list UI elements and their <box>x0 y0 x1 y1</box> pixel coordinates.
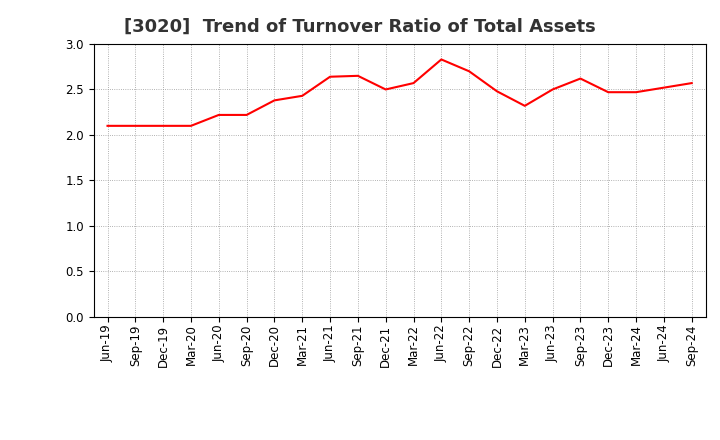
Text: [3020]  Trend of Turnover Ratio of Total Assets: [3020] Trend of Turnover Ratio of Total … <box>124 18 596 36</box>
